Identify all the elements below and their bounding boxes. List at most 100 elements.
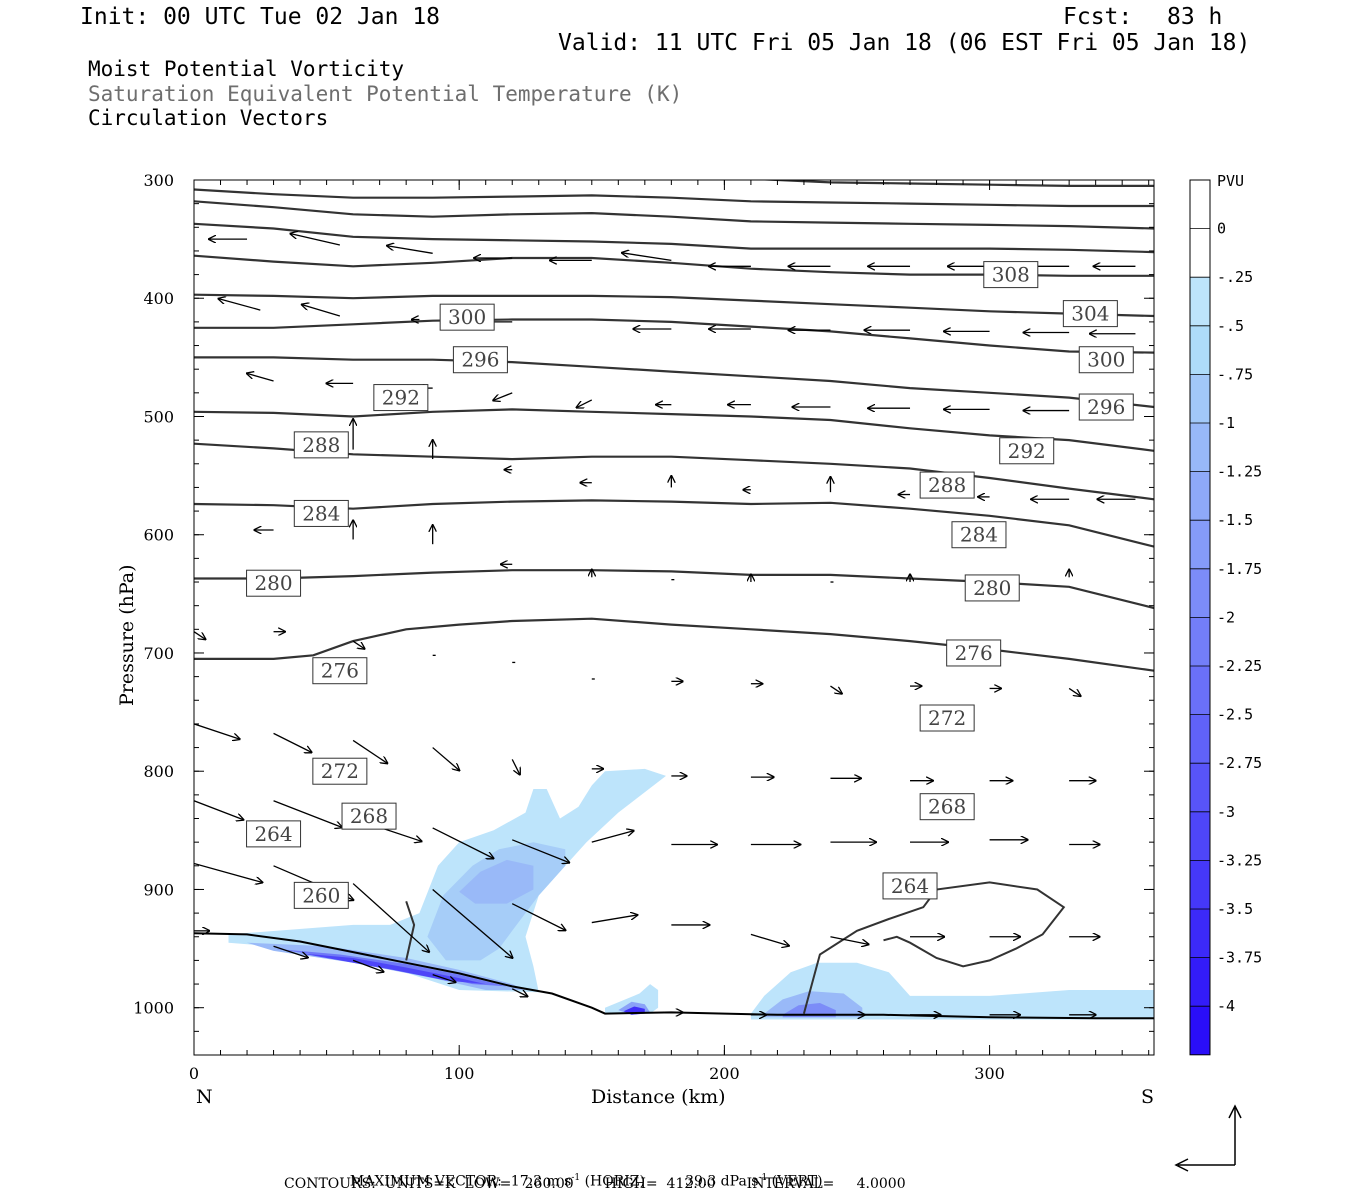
wind-vector xyxy=(247,373,274,382)
contour-label-text: 280 xyxy=(973,576,1011,600)
contour-label-text: 272 xyxy=(928,706,966,730)
y-axis-label: Pressure (hPa) xyxy=(116,564,138,706)
colorbar-label: -3.5 xyxy=(1217,900,1253,918)
x-end-left: N xyxy=(196,1086,213,1108)
contour-label-text: 284 xyxy=(960,523,998,547)
wind-vector xyxy=(622,253,672,262)
pv-shade--1 xyxy=(459,859,534,904)
colorbar-swatch xyxy=(1190,811,1210,861)
theta-contour-276 xyxy=(194,408,1154,452)
x-end-right: S xyxy=(1141,1086,1155,1108)
colorbar-label: -1.75 xyxy=(1217,560,1262,578)
theta-contour-304 xyxy=(194,188,1154,208)
colorbar-label: 0 xyxy=(1217,220,1226,238)
wind-vector xyxy=(352,959,383,971)
wind-vector xyxy=(511,903,565,931)
contour-label-text: 260 xyxy=(302,883,340,907)
vert-value: 39.3 dPa s xyxy=(685,1173,759,1190)
pv-shade--.5 xyxy=(228,768,666,993)
wind-vector xyxy=(591,831,634,843)
y-tick-label: 400 xyxy=(143,289,174,308)
wind-vector xyxy=(352,883,429,952)
contour-label-text: 276 xyxy=(321,659,359,683)
horiz-unit: (HORIZ) xyxy=(584,1173,645,1190)
forecast-hours: 83 h xyxy=(1167,4,1223,30)
wind-vector xyxy=(591,915,638,924)
colorbar-swatch xyxy=(1190,471,1210,521)
contour-label-text: 296 xyxy=(461,348,499,372)
contour-label-text: 288 xyxy=(928,473,966,497)
contour-label: 280 xyxy=(246,569,302,597)
wind-vector xyxy=(830,685,841,694)
x-tick-label: 200 xyxy=(709,1064,740,1083)
forecast-label: Fcst: xyxy=(1063,4,1133,30)
contour-label-text: 264 xyxy=(891,874,929,898)
y-tick-label: 300 xyxy=(143,171,174,190)
wind-vector xyxy=(194,723,240,739)
colorbar-label: -.75 xyxy=(1217,365,1253,383)
y-tick-label: 800 xyxy=(143,762,174,781)
contour-label: 268 xyxy=(341,802,397,830)
colorbar-label: -2.75 xyxy=(1217,754,1262,772)
wind-vector xyxy=(290,234,341,246)
contour-label: 296 xyxy=(1078,393,1134,421)
title-mpv: Moist Potential Vorticity xyxy=(88,57,405,81)
contour-label: 308 xyxy=(983,261,1039,289)
colorbar-label: -2.5 xyxy=(1217,706,1253,724)
contour-label-text: 276 xyxy=(955,641,993,665)
contour-label: 292 xyxy=(373,384,429,412)
max-vector-label: MAXIMUM VECTOR: xyxy=(349,1173,502,1190)
x-axis-label: Distance (km) xyxy=(591,1086,726,1108)
wind-vector xyxy=(432,973,456,983)
theta-contour-288 xyxy=(194,293,1154,318)
contour-label: 268 xyxy=(919,793,975,821)
theta-contour-272 xyxy=(194,442,1154,501)
wind-vector xyxy=(511,988,527,997)
colorbar-label: -2 xyxy=(1217,608,1235,626)
colorbar-label: -.25 xyxy=(1217,268,1253,286)
contour-label-text: 268 xyxy=(350,804,388,828)
colorbar-swatch xyxy=(1190,374,1210,423)
horiz-exp: -1 xyxy=(571,1173,581,1183)
colorbar-label: -1.25 xyxy=(1217,463,1262,481)
theta-contour-280 xyxy=(194,356,1154,409)
terrain-line xyxy=(194,932,1154,1020)
wind-vector xyxy=(352,739,387,763)
wind-vector xyxy=(511,839,569,863)
wind-vector xyxy=(352,640,364,649)
colorbar-label: -3.25 xyxy=(1217,851,1262,869)
valid-time: Valid: 11 UTC Fri 05 Jan 18 (06 EST Fri … xyxy=(558,30,1251,56)
contour-label-text: 304 xyxy=(1071,302,1109,326)
y-tick-label: 900 xyxy=(143,880,174,899)
wind-vector xyxy=(830,936,868,945)
horiz-value: 17.3 m s xyxy=(510,1173,572,1190)
wind-vector xyxy=(493,392,513,401)
contour-label: 288 xyxy=(919,471,975,499)
colorbar-swatch xyxy=(1190,325,1210,375)
pv-shade--2 xyxy=(782,1003,836,1018)
contour-label: 304 xyxy=(1062,300,1118,328)
colorbar-swatch xyxy=(1190,1006,1210,1055)
pv-shading-layer xyxy=(228,768,1154,1020)
title-vectors: Circulation Vectors xyxy=(88,106,329,130)
x-tick-label: 300 xyxy=(974,1064,1005,1083)
theta-contour-264-closed xyxy=(802,881,1066,1014)
colorbar-swatch xyxy=(1190,277,1210,326)
theta-contour-260-fold xyxy=(405,900,416,961)
contour-label: 292 xyxy=(999,437,1055,465)
contour-label-text: 296 xyxy=(1087,395,1125,419)
contour-label: 284 xyxy=(293,499,349,527)
y-tick-label: 700 xyxy=(143,644,174,663)
wind-vector xyxy=(1068,687,1080,696)
wind-vector xyxy=(511,759,520,774)
colorbar-label: -.5 xyxy=(1217,317,1244,335)
wind-vector xyxy=(577,399,593,408)
colorbar-swatch xyxy=(1190,568,1210,618)
contour-label-text: 284 xyxy=(302,501,340,525)
contour-label-text: 292 xyxy=(1008,439,1046,463)
title-theta-es: Saturation Equivalent Potential Temperat… xyxy=(88,82,683,106)
plot-frame xyxy=(193,179,1155,1056)
wind-vector xyxy=(432,747,460,771)
init-time: Init: 00 UTC Tue 02 Jan 18 xyxy=(80,4,441,30)
colorbar-swatch xyxy=(1190,228,1210,278)
